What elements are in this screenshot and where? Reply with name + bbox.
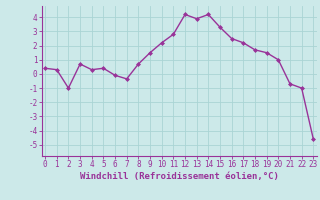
X-axis label: Windchill (Refroidissement éolien,°C): Windchill (Refroidissement éolien,°C) — [80, 172, 279, 181]
